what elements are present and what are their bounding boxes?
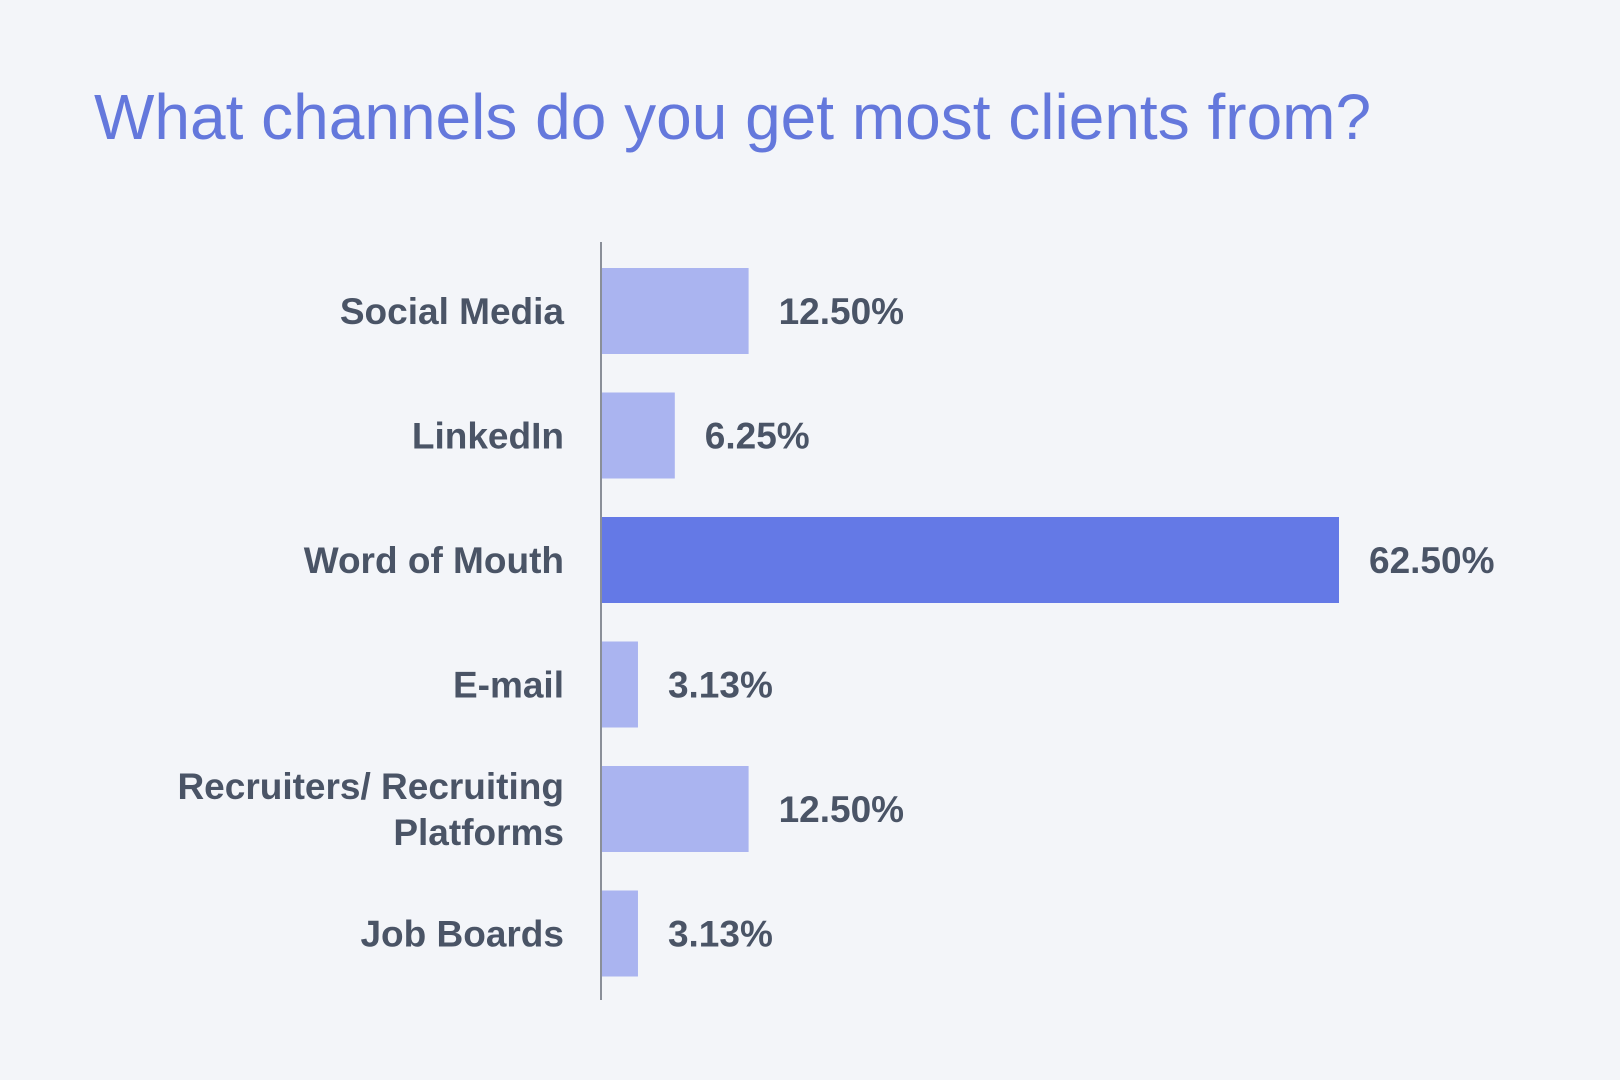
bar-3 <box>601 641 638 728</box>
category-label-4-line-1: Platforms <box>393 812 564 853</box>
bar-5 <box>601 890 638 977</box>
bar-0 <box>601 268 749 354</box>
chart-title: What channels do you get most clients fr… <box>94 81 1372 153</box>
category-label-1: LinkedIn <box>412 416 564 457</box>
category-label-3: E-mail <box>453 665 564 706</box>
value-label-2: 62.50% <box>1369 540 1495 581</box>
category-label-5: Job Boards <box>360 914 564 955</box>
value-label-4: 12.50% <box>779 789 905 830</box>
category-label-4-line-0: Recruiters/ Recruiting <box>177 766 564 807</box>
bar-2 <box>601 517 1339 603</box>
value-label-0: 12.50% <box>779 291 905 332</box>
value-label-5: 3.13% <box>668 914 773 955</box>
bar-4 <box>601 766 749 852</box>
value-label-3: 3.13% <box>668 665 773 706</box>
category-label-0: Social Media <box>340 291 565 332</box>
bar-1 <box>601 392 675 479</box>
value-label-1: 6.25% <box>705 416 810 457</box>
category-label-2: Word of Mouth <box>304 540 564 581</box>
